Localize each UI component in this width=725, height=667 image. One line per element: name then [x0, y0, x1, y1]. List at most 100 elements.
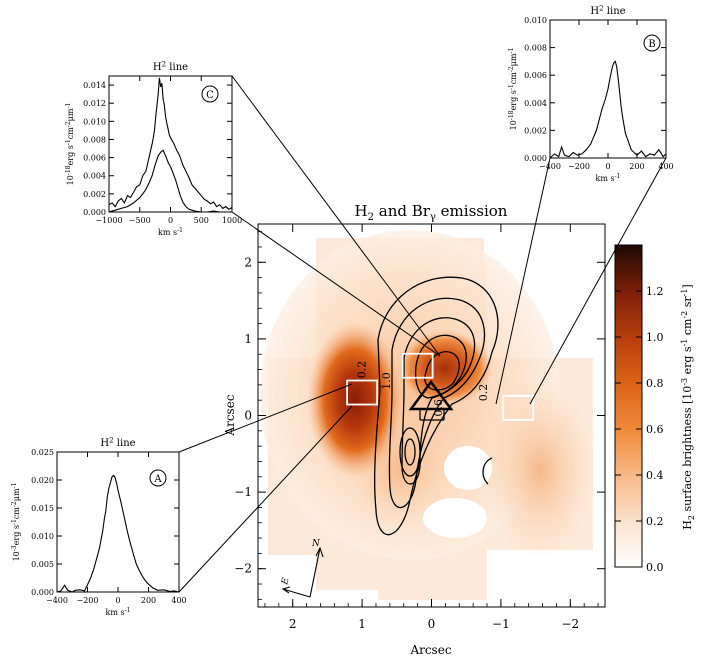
map-xtick-label: −1 [492, 617, 510, 631]
inset-ylabel: 10-18erg s-1cm-2μm-1 [65, 103, 75, 186]
inset-xtick-label: 0 [115, 596, 120, 605]
inset-title: H2 line [153, 61, 188, 74]
spectrum-line-a [56, 474, 180, 593]
contour-label: 0.6 [432, 399, 445, 417]
inset-ytick-label: 0.005 [31, 560, 54, 569]
colorbar-tick-label: 0.4 [646, 469, 664, 482]
compass [281, 546, 324, 598]
map-ytick-label: 1 [244, 332, 252, 346]
inset-ylabel: 10-3erg s-1cm-2μm-1 [11, 483, 21, 562]
inset-xlabel: km s-1 [158, 227, 183, 237]
inset-ytick-label: 0.025 [31, 448, 54, 457]
inset-ytick-label: 0.010 [83, 117, 106, 126]
inset-ytick-label: 0.006 [83, 154, 106, 163]
inset-ytick-label: 0.015 [31, 504, 54, 513]
map-xlabel: Arcsec [409, 643, 451, 657]
inset-ytick-label: 0.008 [83, 135, 106, 144]
spectrum-line-b [549, 60, 667, 159]
inset-ytick-label: 0.004 [524, 99, 547, 108]
compass-east: E [280, 576, 292, 586]
inset-xtick-label: −200 [568, 162, 590, 171]
inset-ytick-label: 0.000 [83, 208, 106, 217]
map-ytick-label: −2 [234, 562, 252, 576]
inset-title: H2 line [100, 437, 135, 450]
map-xtick-label: 0 [428, 617, 436, 631]
map-ytick-label: 2 [244, 255, 252, 269]
inset-ytick-label: 0.020 [31, 476, 54, 485]
inset-ytick-label: 0.000 [524, 154, 547, 163]
inset-xtick-label: 0 [605, 162, 610, 171]
inset-xtick-label: 400 [658, 162, 673, 171]
inset-badge [149, 469, 167, 487]
east-lobe [485, 380, 595, 560]
inset-spectrum-c: −1000 −500 0 500 1000 0.000 0.002 0.004 0.006 0.0… [65, 61, 242, 238]
inset-xtick-label: −400 [539, 162, 561, 171]
colorbar-tick-label: 0.6 [646, 423, 664, 436]
nucleus-triangle [408, 379, 454, 411]
inset-xlabel: km s-1 [106, 607, 131, 617]
spectrum-line-c-broad [108, 77, 233, 210]
inset-spectrum-b: −400 −200 0 200 400 0.000 0.002 0.004 0.006 0.008… [508, 5, 674, 184]
colorbar: 0.0 0.2 0.4 0.6 0.8 1.0 1.2 H2 surface brightn… [614, 244, 696, 574]
map-xtick-label: −2 [561, 617, 579, 631]
hole-south [444, 446, 492, 490]
emission-field: 0.2 1.0 0.2 0.6 N E [260, 230, 595, 600]
inset-frame [108, 75, 233, 213]
aperture-box-c [401, 352, 434, 379]
inset-badge-label: C [206, 90, 214, 101]
colorbar-tick-label: 1.0 [646, 331, 664, 344]
inset-badge-label: B [648, 39, 655, 50]
inset-xtick-label: 1000 [222, 216, 242, 225]
aperture-box-b [502, 394, 535, 421]
colorbar-tick-label: 0.0 [646, 561, 664, 574]
inset-xtick-label: 0 [168, 216, 173, 225]
inset-ytick-label: 0.006 [524, 71, 547, 80]
inset-badge [643, 34, 661, 52]
connector-lines [178, 75, 667, 593]
inset-xtick-label: 200 [629, 162, 644, 171]
inset-badge-label: A [153, 474, 162, 485]
colorbar-fill [614, 244, 643, 568]
inset-ytick-label: 0.012 [83, 99, 106, 108]
inset-xtick-label: −200 [77, 596, 99, 605]
colorbar-tick-label: 0.8 [646, 377, 664, 390]
inset-title: H2 line [590, 5, 625, 18]
inset-badge [201, 85, 219, 103]
hole-south2 [423, 498, 487, 538]
contour-label: 0.2 [477, 384, 490, 402]
inset-ytick-label: 0.010 [31, 532, 54, 541]
main-map: 0.2 1.0 0.2 0.6 N E 2 1 0 −1 −2 2 1 0 −1 −2 H2 and B… [223, 202, 606, 657]
aperture-box-a [346, 379, 379, 406]
inset-ylabel: 10-18erg s-1cm-2μm-1 [508, 48, 518, 131]
inset-xtick-label: 500 [194, 216, 209, 225]
core-north [397, 330, 493, 406]
inset-xtick-label: −400 [46, 596, 68, 605]
inset-spectrum-a: −400 −200 0 200 400 0.000 0.005 0.010 0.015 0.020… [11, 437, 187, 618]
map-ytick-label: 0 [244, 409, 252, 423]
inset-ytick-label: 0.002 [524, 126, 547, 135]
inset-xtick-label: 400 [171, 596, 186, 605]
colorbar-tick-label: 0.2 [646, 515, 664, 528]
inset-ytick-label: 0.008 [524, 44, 547, 53]
inset-ytick-label: 0.010 [524, 16, 547, 25]
map-title: H2 and Brγ emission [355, 202, 508, 223]
inset-xtick-label: 200 [141, 596, 156, 605]
spectrum-line-c-narrow [108, 149, 232, 213]
colorbar-label: H2 surface brightness [10-3 erg s-1 cm-2… [680, 284, 696, 529]
inset-ytick-label: 0.002 [83, 190, 106, 199]
core-main [307, 322, 403, 478]
map-ylabel: Arcsec [223, 394, 237, 436]
map-ytick-label: −1 [234, 485, 252, 499]
contour-label: 0.2 [356, 361, 369, 379]
colorbar-tick-label: 1.2 [646, 285, 664, 298]
inset-ytick-label: 0.014 [83, 81, 106, 90]
compass-north: N [311, 539, 321, 549]
inset-ytick-label: 0.000 [31, 588, 54, 597]
map-xtick-label: 2 [289, 617, 297, 631]
inset-xtick-label: −1000 [95, 216, 122, 225]
inset-xtick-label: −500 [129, 216, 151, 225]
inset-ytick-label: 0.004 [83, 172, 106, 181]
map-xtick-label: 1 [358, 617, 366, 631]
contour-label: 1.0 [380, 372, 393, 390]
